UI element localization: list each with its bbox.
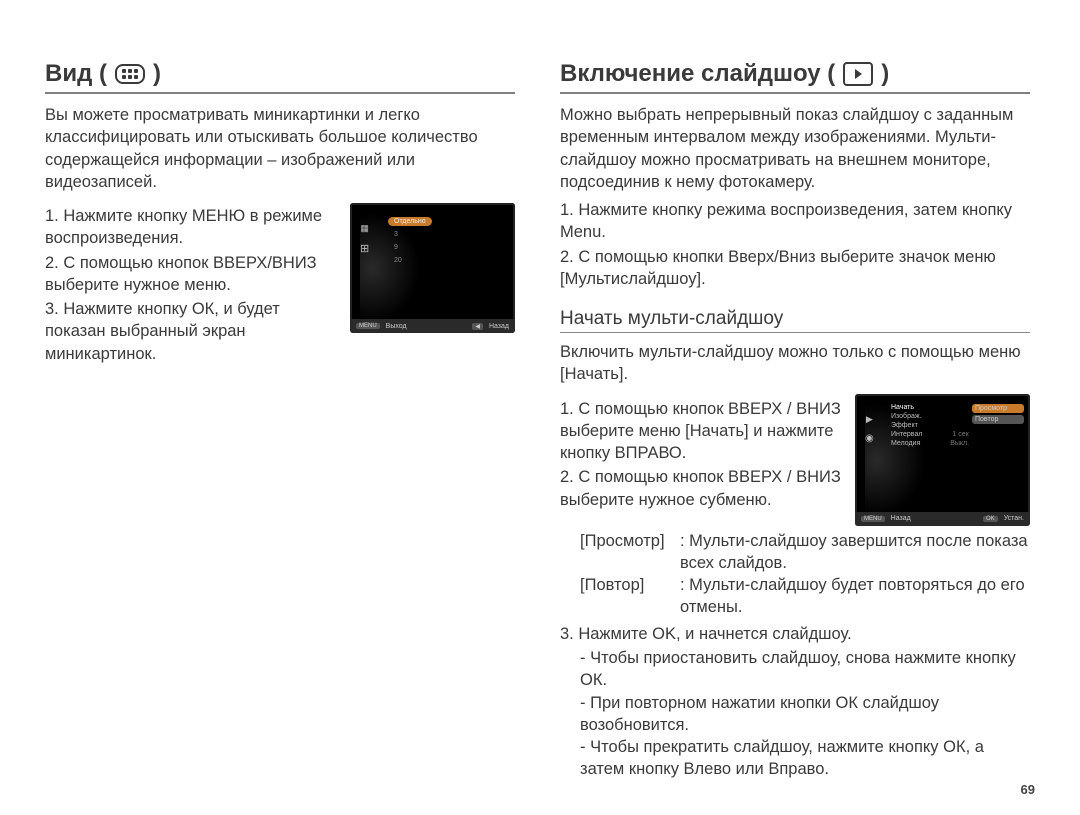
slideshow-icon xyxy=(843,62,873,86)
right-top-steps: 1. Нажмите кнопку режима воспроизведения… xyxy=(560,199,1030,290)
lcd-footer-tag: OK xyxy=(983,516,998,522)
right-column: Включение слайдшоу ( ) Можно выбрать неп… xyxy=(560,60,1030,781)
lcd-footer-tag: ◀ xyxy=(472,323,483,330)
left-step-3: 3. Нажмите кнопку ОК, и будет показан вы… xyxy=(45,298,340,365)
lcd-opt: Повтор xyxy=(972,415,1024,424)
def-label: [Повтор] xyxy=(580,574,680,619)
right-step-2: 2. С помощью кнопки Вверх/Вниз выберите … xyxy=(560,246,1030,291)
lcd-side-icons: ▶ ◉ xyxy=(865,414,874,444)
sub-step-1: 1. С помощью кнопок ВВЕРХ / ВНИЗ выберит… xyxy=(560,398,845,465)
lcd-row: Изображ. xyxy=(891,413,969,420)
note: - Чтобы прекратить слайдшоу, нажмите кно… xyxy=(580,736,1030,781)
slideshow-small-icon: ▶ xyxy=(866,414,873,425)
lcd-side-icons: ▦ ⊞ xyxy=(360,223,369,255)
note: - Чтобы приостановить слайдшоу, снова на… xyxy=(580,647,1030,692)
step-3: 3. Нажмите OK, и начнется слайдшоу. xyxy=(560,623,1030,645)
left-step-2: 2. С помощью кнопок ВВЕРХ/ВНИЗ выберите … xyxy=(45,252,340,297)
play-fill-icon: ◉ xyxy=(865,433,874,444)
right-title-rule xyxy=(560,92,1030,94)
lcd-footer-left: Назад xyxy=(891,515,911,522)
left-column: Вид ( ) Вы можете просматривать миникарт… xyxy=(45,60,515,367)
left-title: Вид ( ) xyxy=(45,60,515,88)
right-title: Включение слайдшоу ( ) xyxy=(560,60,1030,88)
lcd-menu-item: 20 xyxy=(388,256,408,265)
thumb-icon: ▦ xyxy=(360,223,369,234)
right-title-text: Включение слайдшоу ( xyxy=(560,60,835,88)
definitions: [Просмотр] : Мульти-слайдшоу завершится … xyxy=(560,530,1030,619)
lcd-footer-tag: MENU xyxy=(861,516,885,522)
page-number: 69 xyxy=(1021,782,1035,797)
left-steps: 1. Нажмите кнопку МЕНЮ в режиме воспроиз… xyxy=(45,205,340,367)
sub-step-2: 2. С помощью кнопок ВВЕРХ / ВНИЗ выберит… xyxy=(560,466,845,511)
sub-rule xyxy=(560,332,1030,333)
lcd-footer-tag: MENU xyxy=(356,323,380,329)
def-text: : Мульти-слайдшоу завершится после показ… xyxy=(680,530,1030,575)
note: - При повторном нажатии кнопки ОК слайдш… xyxy=(580,692,1030,737)
right-intro: Можно выбрать непрерывный показ слайдшоу… xyxy=(560,104,1030,193)
lcd-menu-item: 3 xyxy=(388,230,404,239)
lcd-menu-item: Отдельно xyxy=(388,217,432,226)
left-title-text: Вид ( xyxy=(45,60,107,88)
def-text: : Мульти-слайдшоу будет повторяться до е… xyxy=(680,574,1030,619)
right-lcd: ▶ ◉ Начать Изображ. Эффект Интервал 1 се… xyxy=(855,394,1030,526)
sub-steps: 1. С помощью кнопок ВВЕРХ / ВНИЗ выберит… xyxy=(560,398,845,513)
sub-notes: - Чтобы приостановить слайдшоу, снова на… xyxy=(560,647,1030,781)
left-title-close: ) xyxy=(153,60,161,88)
left-lcd: ▦ ⊞ Отдельно 3 9 20 MENU Выход ◀ Назад xyxy=(350,203,515,333)
lcd-opt: Просмотр xyxy=(972,404,1024,413)
lcd-row: Интервал 1 сек xyxy=(891,431,969,438)
left-step-1: 1. Нажмите кнопку МЕНЮ в режиме воспроиз… xyxy=(45,205,340,250)
right-step-1: 1. Нажмите кнопку режима воспроизведения… xyxy=(560,199,1030,244)
lcd-row: Мелодия Выкл. xyxy=(891,440,969,447)
grid-icon xyxy=(115,64,145,84)
left-title-rule xyxy=(45,92,515,94)
sub-intro: Включить мульти-слайдшоу можно только с … xyxy=(560,341,1030,386)
lcd-footer-right: Устан. xyxy=(1004,515,1024,522)
subheading: Начать мульти-слайдшоу xyxy=(560,308,1030,330)
grid-small-icon: ⊞ xyxy=(360,242,369,255)
lcd-row: Эффект xyxy=(891,422,969,429)
def-label: [Просмотр] xyxy=(580,530,680,575)
step3-list: 3. Нажмите OK, и начнется слайдшоу. xyxy=(560,623,1030,645)
lcd-row: Начать xyxy=(891,404,969,411)
lcd-footer-right: Назад xyxy=(489,323,509,330)
left-intro: Вы можете просматривать миникартинки и л… xyxy=(45,104,515,193)
right-title-close: ) xyxy=(881,60,889,88)
lcd-menu-item: 9 xyxy=(388,243,404,252)
lcd-footer-left: Выход xyxy=(386,323,407,330)
